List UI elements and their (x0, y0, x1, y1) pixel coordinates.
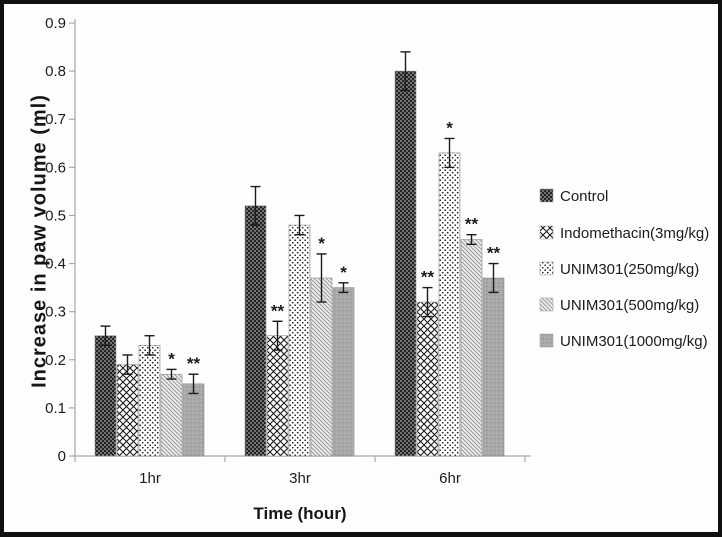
bar-white-dotted-3hr (288, 224, 311, 457)
legend-swatch-black-crosshatch (539, 225, 554, 240)
error-bar (250, 185, 261, 226)
significance-marker: ** (421, 268, 435, 287)
legend-swatch-gray-diagonal-hatch (539, 297, 554, 312)
error-bar (400, 51, 411, 92)
significance-marker: ** (465, 215, 479, 234)
error-bar (188, 373, 199, 395)
legend-item: UNIM301(1000mg/kg) (539, 333, 708, 350)
bar-gray-dotted-6hr (482, 277, 505, 457)
bar-black-dotted-1hr (94, 335, 117, 457)
significance-marker: ** (271, 301, 285, 320)
y-axis-tick-label: 0.3 (45, 304, 66, 321)
y-axis-tick-label: 0.6 (45, 159, 66, 176)
bar-black-crosshatch-6hr (416, 301, 439, 457)
significance-marker: * (340, 263, 347, 282)
legend-label: UNIM301(250mg/kg) (560, 261, 699, 278)
legend-item: Indomethacin(3mg/kg) (539, 225, 709, 242)
x-axis-category-label: 1hr (139, 470, 161, 487)
bar-white-dotted-1hr (138, 345, 161, 457)
legend-item: UNIM301(500mg/kg) (539, 297, 699, 314)
error-bar (144, 335, 155, 356)
error-bar (316, 253, 327, 303)
bar-black-crosshatch-1hr (116, 364, 139, 457)
error-bar (422, 286, 433, 318)
error-bar (272, 320, 283, 351)
legend-label: Indomethacin(3mg/kg) (560, 225, 709, 242)
significance-marker: * (168, 349, 175, 368)
x-axis-title: Time (hour) (253, 504, 347, 523)
error-bar (466, 233, 477, 246)
error-bar (122, 354, 133, 375)
y-axis-tick-label: 0.5 (45, 207, 66, 224)
x-axis-category-label: 6hr (439, 470, 461, 487)
significance-marker: * (446, 118, 453, 137)
legend-label: UNIM301(1000mg/kg) (560, 333, 708, 350)
error-bar (488, 262, 499, 294)
error-bar (444, 137, 455, 169)
legend-label: Control (560, 188, 608, 205)
error-bar (294, 214, 305, 236)
legend-label: UNIM301(500mg/kg) (560, 297, 699, 314)
y-axis-tick-label: 0 (58, 448, 66, 465)
legend-item: UNIM301(250mg/kg) (539, 261, 699, 278)
error-bar (100, 325, 111, 347)
y-axis-tick-label: 0.7 (45, 111, 66, 128)
y-axis-title: Increase in paw volume (ml) (28, 94, 51, 388)
significance-marker: * (318, 234, 325, 253)
bar-gray-diagonal-hatch-3hr (310, 277, 333, 457)
bar-black-dotted-6hr (394, 70, 417, 457)
legend-swatch-black-dotted (539, 188, 554, 203)
bar-black-crosshatch-3hr (266, 335, 289, 457)
y-axis-tick-label: 0.9 (45, 15, 66, 32)
legend-item: Control (539, 188, 608, 205)
y-axis-tick-label: 0.4 (45, 256, 66, 273)
error-bar (338, 282, 349, 294)
significance-marker: ** (487, 244, 501, 263)
significance-marker: ** (187, 354, 201, 373)
legend-swatch-gray-dotted (539, 333, 554, 348)
legend-swatch-white-dotted (539, 261, 554, 276)
bar-white-dotted-6hr (438, 152, 461, 457)
y-axis-tick-label: 0.1 (45, 400, 66, 417)
bar-gray-diagonal-hatch-1hr (160, 373, 183, 457)
x-axis-category-label: 3hr (289, 470, 311, 487)
bar-gray-dotted-1hr (182, 383, 205, 457)
bar-black-dotted-3hr (244, 205, 267, 457)
chart-svg: 00.10.20.30.40.50.60.70.80.9* **1hr****3h… (45, 15, 709, 487)
y-axis-tick-label: 0.2 (45, 352, 66, 369)
error-bar (166, 368, 177, 380)
bar-gray-diagonal-hatch-6hr (460, 239, 483, 457)
y-axis-tick-label: 0.8 (45, 63, 66, 80)
bar-gray-dotted-3hr (332, 287, 355, 457)
